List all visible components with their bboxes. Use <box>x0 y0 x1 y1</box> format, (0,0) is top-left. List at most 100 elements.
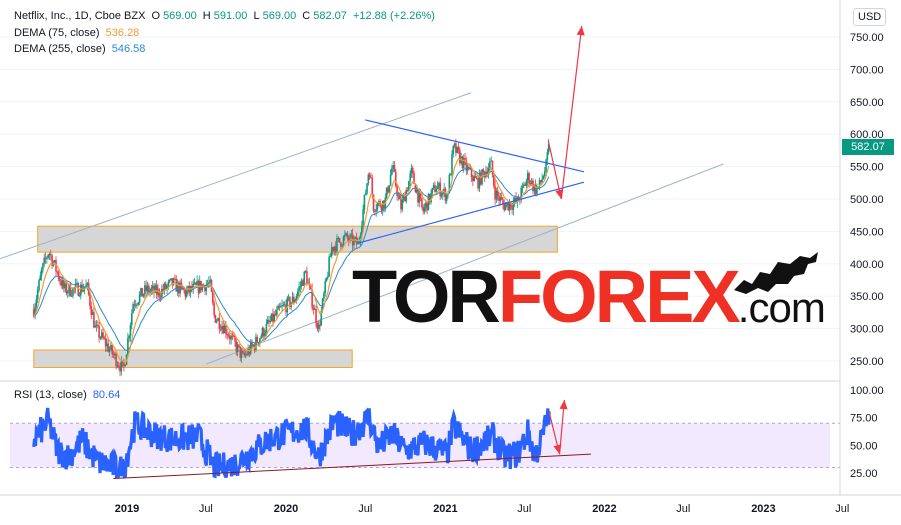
candle-body <box>149 290 151 293</box>
candle-body <box>57 272 60 279</box>
candle-body <box>117 365 120 368</box>
time-tick-label: Jul <box>517 503 531 515</box>
candle-body <box>116 365 119 367</box>
candle-body <box>513 197 516 203</box>
candle-body <box>319 324 321 326</box>
price-tick-label: 600.00 <box>850 129 884 141</box>
resistance-line <box>365 119 585 173</box>
candle-body <box>141 288 144 297</box>
candle-body <box>147 285 150 293</box>
candle-body <box>509 203 512 209</box>
candle-body <box>538 180 541 187</box>
candle-body <box>536 186 538 194</box>
candle-body <box>278 305 281 308</box>
candle-body <box>422 207 425 212</box>
candle-body <box>260 336 262 339</box>
candle-body <box>128 335 130 339</box>
candle-body <box>257 342 260 344</box>
rsi-annotations <box>113 399 591 480</box>
candle-body <box>193 282 196 284</box>
candle-body <box>345 233 347 235</box>
candle-body <box>279 306 282 308</box>
candle-body <box>236 344 239 352</box>
candle-body <box>112 354 115 356</box>
candle-body <box>191 286 193 290</box>
candle-body <box>277 305 279 310</box>
candle-body <box>396 185 398 196</box>
candle-body <box>455 143 457 153</box>
candle-body <box>415 189 418 193</box>
candle-body <box>529 183 532 185</box>
candle-body <box>164 283 167 289</box>
candle-body <box>353 239 355 246</box>
candle-body <box>337 237 340 239</box>
time-tick-label: 2019 <box>115 503 139 515</box>
candle-body <box>342 236 345 246</box>
candle-body <box>432 185 435 188</box>
candle-body <box>91 312 94 316</box>
candle-body <box>341 245 343 247</box>
candle-body <box>259 338 261 344</box>
candle-body <box>541 179 543 183</box>
candle-body <box>543 171 546 177</box>
candle-body <box>65 283 68 294</box>
candle-body <box>435 189 438 192</box>
candle-body <box>344 234 346 237</box>
candle-body <box>205 284 208 292</box>
watermark-dotcom: .com <box>737 284 826 331</box>
candle-body <box>192 283 195 290</box>
candle-body <box>215 320 218 323</box>
candle-body <box>94 325 96 328</box>
candle-body <box>311 289 313 308</box>
support-line <box>358 181 585 244</box>
candle-body <box>59 278 61 282</box>
candle-body <box>423 207 426 212</box>
dema255-label: DEMA (255, close) <box>14 43 106 55</box>
candle-body <box>89 294 91 306</box>
support-resistance-zones <box>33 225 558 368</box>
candle-body <box>221 326 223 330</box>
candle-body <box>323 293 325 299</box>
candle-body <box>320 310 323 326</box>
candle-body <box>317 324 320 329</box>
candle-body <box>313 309 316 311</box>
rsi-legend: RSI (13, close) 80.64 <box>14 389 123 401</box>
candle-body <box>295 296 298 301</box>
candle-body <box>402 194 405 200</box>
price-tick-label: 650.00 <box>850 97 884 109</box>
currency-unit-button[interactable]: USD <box>853 8 887 26</box>
candle-body <box>114 353 116 356</box>
candle-body <box>452 145 455 155</box>
candle-body <box>303 271 306 286</box>
candle-body <box>99 337 102 339</box>
candle-body <box>526 173 529 181</box>
candle-body <box>180 282 183 287</box>
candle-body <box>212 291 214 303</box>
candle-body <box>302 280 304 286</box>
candle-body <box>462 158 465 169</box>
rsi-tick-label: 100.00 <box>850 385 884 397</box>
price-tick-label: 250.00 <box>850 356 884 368</box>
candle-body <box>418 193 421 203</box>
candle-body <box>370 177 372 179</box>
candle-body <box>145 285 147 292</box>
forecast-arrows <box>547 25 585 200</box>
candle-body <box>63 280 65 289</box>
change-value: +12.88 (+2.26%) <box>352 10 435 22</box>
candle-body <box>127 338 129 355</box>
candle-body <box>419 193 422 199</box>
candle-body <box>421 198 423 208</box>
candle-body <box>540 180 542 183</box>
candle-body <box>340 242 342 247</box>
candle-body <box>239 346 242 358</box>
time-tick-label: 2022 <box>592 503 616 515</box>
forecast-arrow-up-head <box>576 25 585 36</box>
candle-body <box>168 279 171 282</box>
candle-body <box>106 343 108 347</box>
candle-body <box>439 182 442 197</box>
candle-body <box>524 184 526 186</box>
candle-body <box>214 315 217 323</box>
candle-body <box>477 178 479 189</box>
candle-body <box>46 257 48 259</box>
candle-body <box>385 187 388 198</box>
